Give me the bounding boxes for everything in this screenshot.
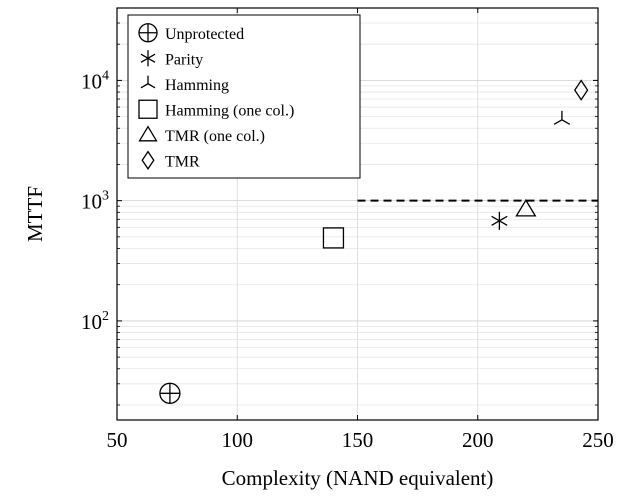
marker-diamond (141, 150, 155, 171)
legend-label: TMR (165, 153, 200, 170)
legend-entry: TMR (141, 150, 200, 171)
marker-spoke (561, 119, 571, 125)
y-tick-label: 103 (81, 189, 109, 214)
legend-entry: Hamming (one col.) (138, 99, 294, 119)
data-point (553, 110, 571, 125)
data-point (491, 211, 508, 230)
legend-box (127, 14, 361, 179)
x-tick-label: 100 (222, 428, 254, 452)
x-tick-label: 150 (342, 428, 374, 452)
x-tick-label: 200 (462, 428, 494, 452)
legend-marker (141, 150, 155, 171)
legend-marker (140, 50, 156, 67)
data-point (573, 79, 589, 101)
legend-entry: TMR (one col.) (138, 125, 265, 145)
x-tick-label: 250 (582, 428, 614, 452)
marker-spoke (491, 215, 508, 226)
marker-diamond (573, 79, 589, 101)
y-axis-label: MTTF (23, 186, 47, 242)
marker-triangle (515, 198, 537, 217)
y-tick-label: 102 (81, 309, 109, 334)
axis-ticks: 50 100 150 200 250 102 103 104 (81, 7, 614, 452)
legend-label: Parity (165, 51, 203, 68)
legend-entry: Unprotected (138, 23, 244, 43)
legend-entry: Parity (140, 50, 203, 68)
legend-marker (140, 75, 156, 89)
legend-label: Hamming (one col.) (165, 102, 294, 119)
marker-triangle (138, 125, 158, 142)
y-tick-label: 104 (81, 68, 109, 93)
data-point (159, 382, 181, 404)
marker-square (322, 227, 345, 249)
legend-marker (138, 23, 158, 43)
marker-spoke (140, 83, 149, 89)
data-point (515, 198, 537, 217)
data-point (322, 227, 345, 249)
marker-square (138, 99, 158, 119)
legend-marker (138, 125, 158, 142)
legend: Unprotected Parity Hamming Hamming (one col… (127, 14, 361, 179)
marker-spoke (140, 53, 156, 63)
legend-marker (138, 99, 158, 119)
legend-label: TMR (one col.) (165, 128, 265, 145)
marker-spoke (553, 119, 563, 125)
legend-label: Hamming (165, 77, 229, 94)
x-tick-label: 50 (107, 428, 128, 452)
legend-entry: Hamming (140, 75, 229, 94)
x-axis-label: Complexity (NAND equivalent) (222, 466, 494, 490)
legend-label: Unprotected (165, 26, 244, 43)
marker-spoke (147, 83, 156, 89)
data-points (159, 79, 589, 404)
